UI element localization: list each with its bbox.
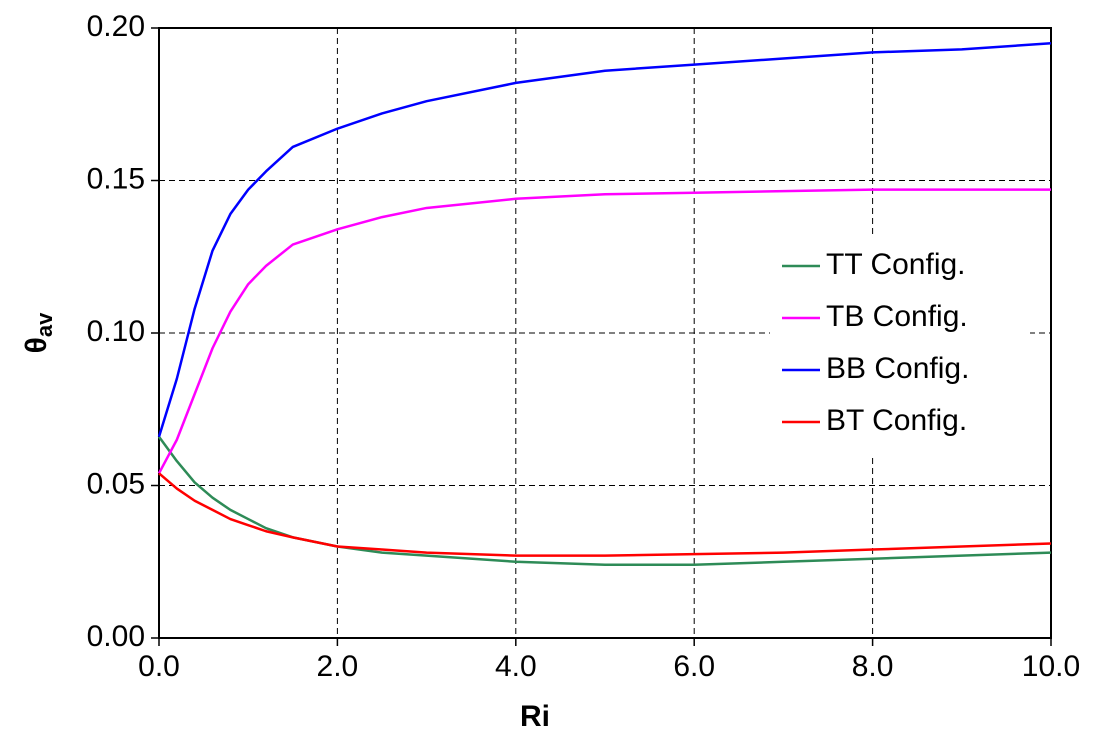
series-line: [158, 472, 1052, 557]
legend-box: [770, 238, 1030, 456]
x-tick-label: 8.0: [852, 650, 894, 683]
x-tick-label: 6.0: [673, 650, 715, 683]
legend-label: BT Config.: [826, 404, 967, 437]
x-axis-label: Ri: [520, 700, 550, 733]
y-tick-label: 0.05: [87, 467, 145, 500]
legend-label: BB Config.: [826, 352, 969, 385]
legend-label: TT Config.: [826, 248, 966, 281]
plot-frame: [158, 27, 1052, 639]
y-axis-symbol: θ: [20, 337, 53, 353]
x-tick-label: 0.0: [138, 650, 180, 683]
y-axis-label: θav: [20, 312, 57, 353]
x-tick-label: 10.0: [1022, 650, 1080, 683]
legend-label: TB Config.: [826, 300, 968, 333]
y-tick-label: 0.20: [87, 10, 145, 43]
y-tick-label: 0.00: [87, 620, 145, 653]
y-axis-subscript: av: [32, 312, 57, 337]
x-tick-label: 4.0: [495, 650, 537, 683]
series-line: [157, 188, 1051, 474]
series-line: [157, 435, 1052, 567]
y-tick-label: 0.15: [87, 162, 145, 195]
y-tick-label: 0.10: [87, 315, 145, 348]
x-tick-label: 2.0: [317, 650, 359, 683]
series-line: [157, 42, 1052, 438]
